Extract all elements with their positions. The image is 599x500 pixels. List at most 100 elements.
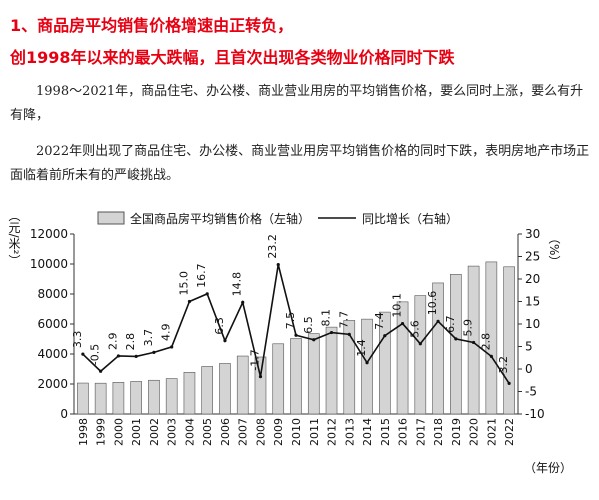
growth-point [347,332,351,336]
price-bar [290,338,302,415]
growth-data-label: -1.7 [248,349,261,370]
growth-point [436,319,440,323]
growth-data-label: -3.2 [497,356,510,377]
growth-data-label: 10.1 [391,293,404,318]
x-tick-label: 2012 [326,418,339,446]
price-bar [432,282,444,415]
growth-data-label: 15.0 [177,271,190,296]
growth-point [489,354,493,358]
growth-data-label: 10.6 [426,291,439,316]
x-tick-label: 2014 [361,418,374,446]
price-bar [165,378,178,415]
x-tick-label: 2011 [308,418,321,446]
legend-bar-swatch [97,211,125,225]
growth-data-label: 3.3 [71,331,84,349]
growth-data-label: -0.5 [89,344,102,365]
price-bar [112,382,125,415]
growth-point [205,292,209,296]
growth-data-label: 7.7 [337,311,350,329]
price-bar [378,311,391,415]
right-tick-label: 15 [525,295,540,309]
x-tick-label: 2019 [450,418,463,446]
x-tick-label: 2010 [290,418,303,446]
x-tick-label: 2005 [201,418,214,446]
x-tick-label: 2002 [148,418,161,446]
growth-data-label: 2.8 [479,333,492,351]
price-bar [503,266,515,415]
growth-data-label: 7.5 [284,312,297,330]
price-bar [148,379,160,415]
x-tick-label: 2015 [379,418,392,446]
growth-data-label: 5.9 [462,319,475,337]
growth-data-label: 1.4 [355,339,368,357]
growth-data-label: 4.9 [160,323,173,341]
growth-point [170,345,174,349]
x-tick-label: 2008 [254,418,267,446]
price-bar [77,382,89,415]
price-bar [414,295,427,415]
x-tick-label: 2004 [183,418,196,446]
right-tick-label: 0 [525,362,533,376]
growth-data-label: 6.7 [444,315,457,333]
growth-point [187,299,192,304]
price-bar [201,366,214,415]
price-bar [183,372,196,415]
x-tick-label: 2001 [130,418,143,446]
price-bar [307,333,320,415]
price-bar [467,265,480,415]
growth-point [81,352,85,356]
price-growth-chart: 0 2000 4000 6000 8000 10000 12000 -10 -5 0 5 10 15 20… [7,210,572,475]
growth-point [400,321,405,326]
growth-data-label: 16.7 [195,263,208,288]
growth-point [276,263,280,267]
left-tick-label: 0 [60,407,68,421]
x-tick-label: 1998 [77,418,90,446]
growth-point [312,338,316,342]
price-bar [254,356,267,415]
x-tick-label: 2007 [237,418,250,446]
x-tick-label: 2000 [112,418,125,446]
x-tick-label: 2013 [343,418,356,446]
growth-data-label: 6.5 [302,316,315,334]
left-tick-label: 8000 [37,287,68,301]
x-tick-label: 2018 [432,418,445,446]
price-bar [485,261,498,415]
growth-data-label: 7.4 [373,312,386,330]
growth-point [294,333,298,337]
x-tick-label: 2003 [166,418,179,446]
x-tick-label: 2016 [397,418,410,446]
growth-data-label: 2.9 [106,332,119,350]
price-bar [325,326,338,415]
growth-point [223,339,227,343]
growth-point [329,330,334,335]
legend-line-label: 同比增长（右轴） [362,211,458,226]
growth-data-label: 14.8 [231,272,244,297]
growth-point [152,350,156,354]
left-tick-label: 6000 [37,317,68,331]
left-tick-label: 4000 [37,347,68,361]
price-bar [219,363,231,415]
growth-data-label: 3.7 [142,329,155,347]
right-tick-label: -5 [525,385,537,399]
right-tick-label: 30 [525,227,540,241]
right-tick-label: 20 [525,272,540,286]
x-tick-label: 2017 [414,418,427,446]
right-tick-label: -10 [525,407,545,421]
left-axis-label: （元/米²） [7,210,21,266]
growth-point [507,381,511,385]
x-tick-label: 2009 [272,418,285,446]
growth-point [454,337,458,341]
growth-point [472,340,476,345]
growth-point [365,361,369,365]
x-tick-label: 2020 [468,418,481,446]
paragraph-2: 2022年则出现了商品住宅、办公楼、商业营业用房平均销售价格的同时下跌，表明房地… [10,144,590,183]
price-bar [396,301,409,415]
x-tick-label: 1999 [95,418,108,446]
growth-point [418,342,422,346]
price-bar [272,343,285,415]
growth-point [116,354,120,358]
right-axis-label: （%） [547,232,561,267]
x-tick-label: 2021 [485,418,498,446]
x-tick-label: 2022 [503,418,516,446]
legend-bar-label: 全国商品房平均销售价格（左轴） [130,211,310,226]
